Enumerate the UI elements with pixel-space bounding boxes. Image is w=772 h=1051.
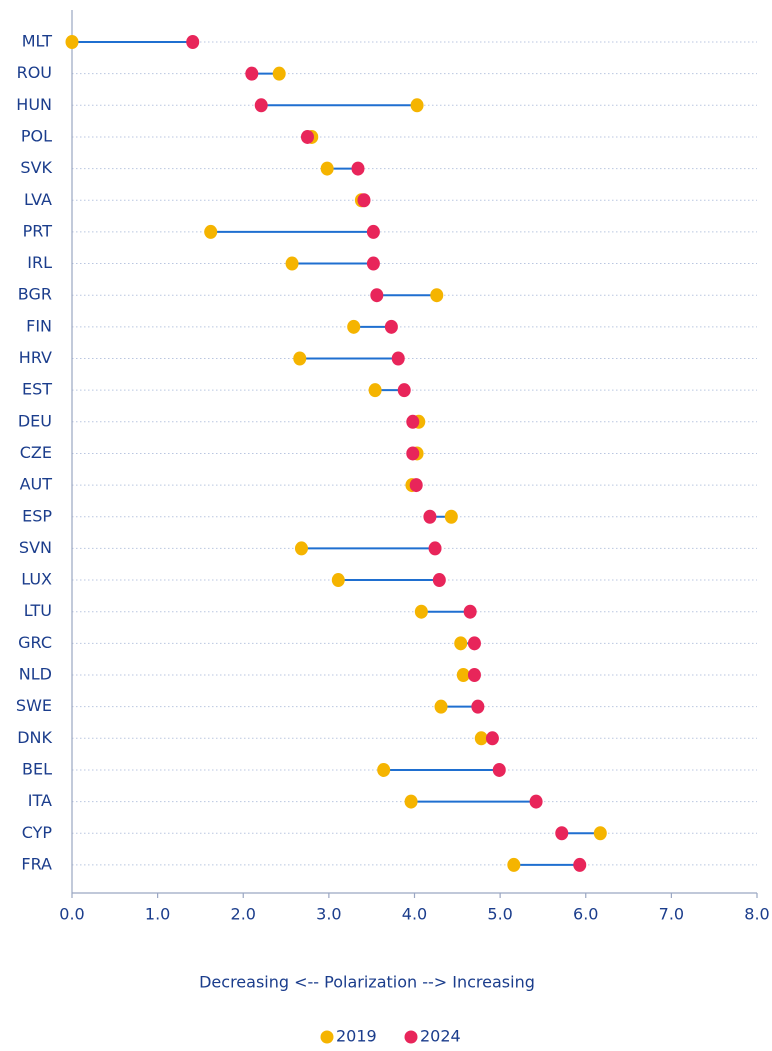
dot (410, 98, 424, 113)
dot (406, 414, 420, 429)
dot (404, 794, 418, 809)
y-tick-label: SWE (16, 696, 52, 715)
dot (432, 573, 446, 588)
legend-swatch (320, 1030, 334, 1044)
dot (351, 161, 365, 176)
x-tick-label: 7.0 (659, 905, 684, 924)
x-tick-label: 8.0 (744, 905, 769, 924)
y-tick-label: LVA (24, 190, 52, 209)
y-tick-label: DEU (18, 411, 52, 430)
dot (254, 98, 268, 113)
dot (428, 541, 442, 556)
x-tick-label: 6.0 (573, 905, 598, 924)
dot (430, 288, 444, 303)
dot (293, 351, 307, 366)
dot (347, 319, 361, 334)
dot (366, 256, 380, 271)
y-tick-label: ESP (22, 506, 52, 525)
dot (320, 161, 334, 176)
dot (285, 256, 299, 271)
x-tick-label: 3.0 (316, 905, 341, 924)
y-tick-label: PRT (23, 221, 53, 240)
y-tick-label: ITA (28, 791, 52, 810)
dot (300, 129, 314, 144)
y-tick-label: ROU (17, 63, 52, 82)
y-tick-label: DNK (17, 728, 52, 747)
dot (471, 699, 485, 714)
dot (456, 668, 470, 682)
y-tick-label: LTU (24, 601, 52, 620)
y-tick-label: FIN (26, 316, 52, 335)
dot (467, 668, 481, 682)
dot (186, 35, 200, 49)
dot (245, 66, 259, 81)
y-tick-label: SVN (19, 538, 52, 557)
x-tick-label: 4.0 (402, 905, 427, 924)
dot (467, 636, 481, 651)
dot (573, 857, 587, 872)
dot (409, 478, 423, 493)
dot (357, 193, 371, 208)
y-tick-label: AUT (20, 475, 53, 494)
dot (331, 573, 345, 588)
y-tick-label: MLT (22, 32, 53, 51)
x-tick-label: 1.0 (145, 905, 170, 924)
y-tick-label: LUX (21, 570, 52, 589)
dot (397, 383, 411, 398)
dot (454, 636, 468, 651)
y-tick-label: FRA (21, 854, 52, 873)
legend-label: 2024 (420, 1027, 461, 1046)
dot (370, 288, 384, 303)
y-tick-label: BGR (18, 285, 52, 304)
dot (593, 826, 607, 841)
y-tick-label: CYP (22, 823, 53, 842)
dot (391, 351, 405, 366)
y-tick-label: HUN (16, 95, 52, 114)
y-tick-label: IRL (27, 253, 52, 272)
y-tick-label: HRV (19, 348, 52, 367)
y-tick-label: SVK (20, 158, 52, 177)
y-tick-label: NLD (19, 665, 52, 684)
y-tick-label: POL (21, 126, 52, 145)
x-tick-label: 5.0 (487, 905, 512, 924)
dot (529, 794, 543, 809)
x-axis-label: Decreasing <-- Polarization --> Increasi… (199, 973, 535, 992)
dot (366, 224, 380, 239)
dot (377, 762, 391, 777)
dot (434, 699, 448, 714)
dot (507, 857, 521, 872)
dot (368, 383, 382, 398)
dot (294, 541, 308, 556)
dot (474, 731, 488, 746)
x-tick-label: 0.0 (59, 905, 84, 924)
dot (272, 66, 286, 81)
y-tick-label: CZE (20, 443, 52, 462)
dot (492, 762, 506, 777)
dot (555, 826, 569, 841)
dot (485, 731, 499, 746)
dot (406, 446, 420, 461)
dot (384, 319, 398, 334)
legend-label: 2019 (336, 1027, 377, 1046)
dot (204, 224, 218, 239)
x-tick-label: 2.0 (231, 905, 256, 924)
dot (463, 604, 477, 619)
y-tick-label: EST (22, 380, 52, 399)
legend-swatch (404, 1030, 418, 1044)
dot (414, 604, 428, 619)
dot (65, 35, 79, 49)
y-tick-label: GRC (18, 633, 52, 652)
dot (423, 509, 437, 524)
dot (444, 509, 458, 524)
y-tick-label: BEL (22, 759, 52, 778)
